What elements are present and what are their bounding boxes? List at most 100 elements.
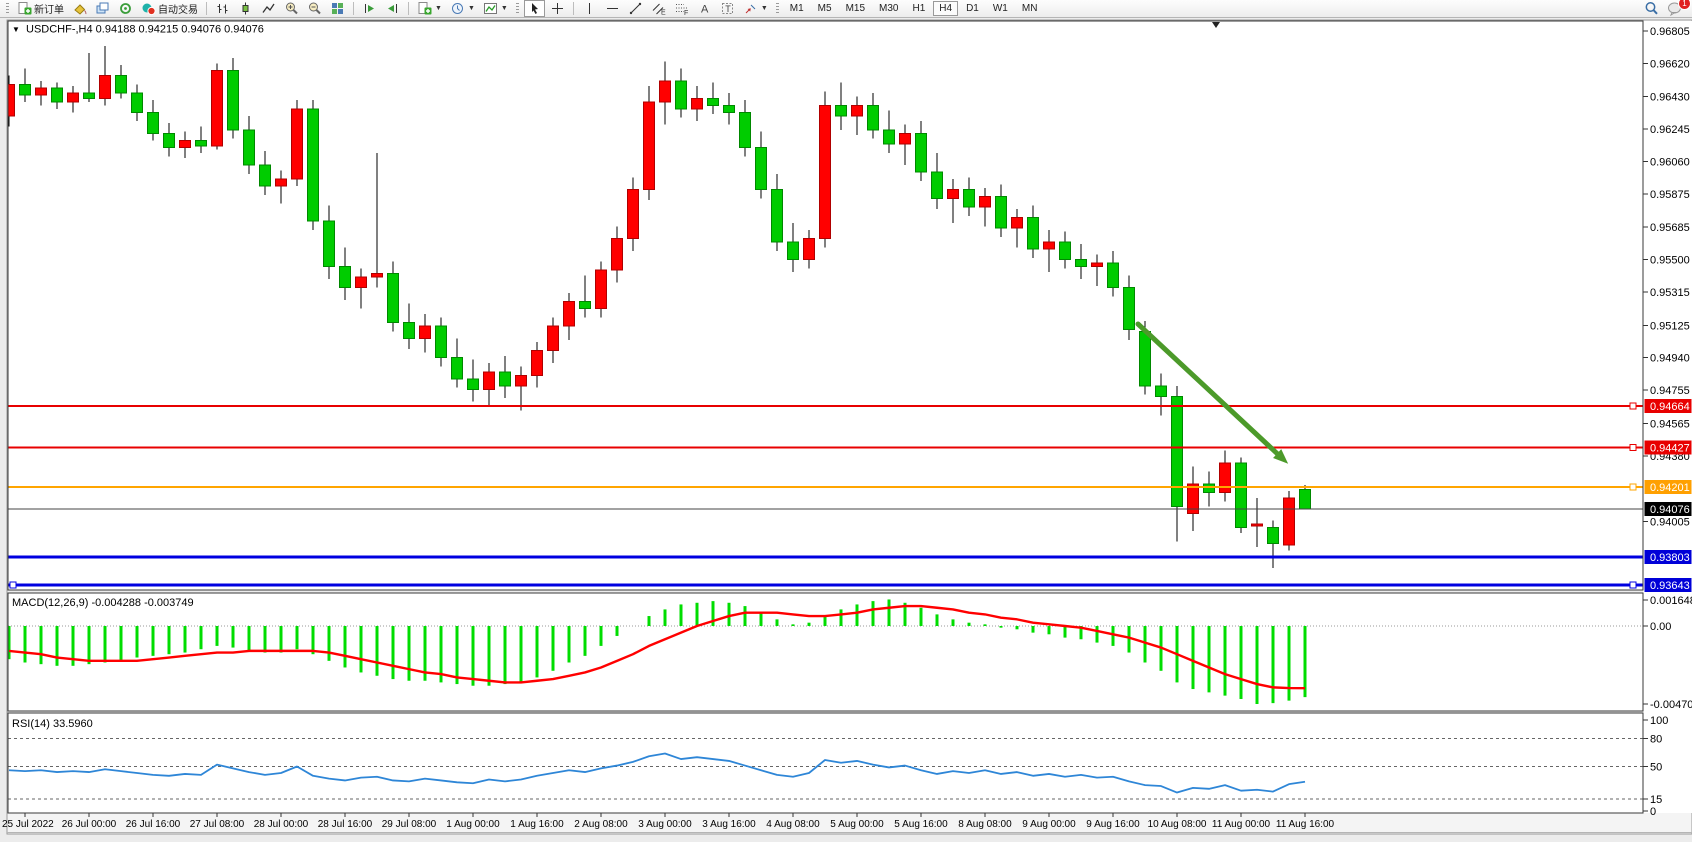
timeframe-D1[interactable]: D1 <box>966 3 979 14</box>
tile-windows-button[interactable] <box>327 0 348 17</box>
auto-trading-button[interactable]: 自动交易 <box>138 0 201 17</box>
text-label-tool-button[interactable]: T <box>717 0 738 17</box>
candle <box>867 93 879 139</box>
trendline-tool-button[interactable] <box>625 0 646 17</box>
templates-button[interactable]: ▼ <box>480 0 511 17</box>
arrows-tool-button[interactable]: ▼ <box>740 0 771 17</box>
hline-handle[interactable] <box>1629 581 1637 589</box>
rsi-pane[interactable] <box>8 738 1643 800</box>
candle <box>371 152 383 288</box>
zoom-out-button[interactable] <box>304 0 325 17</box>
time-axis-label[interactable]: 29 Jul 08:00 <box>382 819 437 830</box>
time-axis-label[interactable]: 28 Jul 16:00 <box>318 819 373 830</box>
candle <box>515 366 527 411</box>
new-order-button[interactable]: 新订单 <box>14 0 67 17</box>
time-axis-label[interactable]: 9 Aug 00:00 <box>1022 819 1076 830</box>
toolbar-grip[interactable] <box>775 2 779 15</box>
symbol-dropdown-icon[interactable]: ▼ <box>12 25 20 34</box>
hline-handle[interactable] <box>9 581 17 589</box>
candle-body <box>195 140 207 147</box>
candle-body <box>627 189 639 240</box>
candle <box>451 338 463 388</box>
timeframe-M30[interactable]: M30 <box>879 3 899 14</box>
time-axis-label[interactable]: 5 Aug 00:00 <box>830 819 884 830</box>
time-axis-label[interactable]: 26 Jul 00:00 <box>62 819 117 830</box>
trendline-icon <box>628 1 643 16</box>
candle-body <box>1219 462 1231 494</box>
timeframe-H4[interactable]: H4 <box>933 1 959 16</box>
candle <box>163 122 175 157</box>
timeframe-M15[interactable]: M15 <box>845 3 866 14</box>
time-axis-label[interactable]: 27 Jul 08:00 <box>190 819 245 830</box>
time-axis-label[interactable]: 9 Aug 16:00 <box>1086 819 1140 830</box>
zoom-in-button[interactable] <box>281 0 302 17</box>
hline-handle[interactable] <box>1629 444 1637 452</box>
cursor-tool-button[interactable] <box>523 0 545 17</box>
time-axis-label[interactable]: 25 Jul 2022 <box>2 819 54 830</box>
pane-divider[interactable] <box>8 711 1643 713</box>
timeframe-W1[interactable]: W1 <box>992 3 1008 14</box>
chart-window[interactable]: 0.96805 0.96620 0.96430 0.96245 0.96060 0.958… <box>0 18 1692 842</box>
toolbar-grip[interactable] <box>6 2 9 15</box>
search-button[interactable] <box>1641 0 1662 17</box>
time-axis-label[interactable]: 28 Jul 00:00 <box>254 819 309 830</box>
time-axis-label[interactable]: 4 Aug 08:00 <box>766 819 820 830</box>
candle <box>403 303 415 349</box>
styler-button[interactable] <box>69 0 90 17</box>
chart-shift-marker[interactable] <box>1212 22 1220 28</box>
crosshair-tool-button[interactable] <box>547 0 568 17</box>
main-chart-pane[interactable] <box>4 45 1311 568</box>
candle-body <box>659 80 671 103</box>
time-axis-label[interactable]: 5 Aug 16:00 <box>894 819 948 830</box>
candle-body <box>163 132 175 149</box>
time-axis-label[interactable]: 8 Aug 08:00 <box>958 819 1012 830</box>
candlestick-chart-button[interactable] <box>235 0 256 17</box>
equidistant-channel-tool-button[interactable]: E <box>648 0 669 17</box>
chart-shift-button[interactable] <box>382 0 403 17</box>
candle <box>435 317 447 367</box>
hline-handle[interactable] <box>1629 483 1637 491</box>
new-chart-button[interactable]: ▼ <box>414 0 445 17</box>
search-icon <box>1644 1 1659 16</box>
text-tool-button[interactable]: A <box>694 0 715 17</box>
candle <box>611 226 623 283</box>
time-axis-label[interactable]: 3 Aug 00:00 <box>638 819 692 830</box>
candle-body <box>947 189 959 199</box>
bar-chart-button[interactable] <box>212 0 233 17</box>
horizontal-line-tool-button[interactable] <box>602 0 623 17</box>
time-axis-label[interactable]: 26 Jul 16:00 <box>126 819 181 830</box>
timeframe-H1[interactable]: H1 <box>912 3 926 14</box>
time-axis-label[interactable]: 1 Aug 16:00 <box>510 819 564 830</box>
auto-scroll-button[interactable] <box>359 0 380 17</box>
candle <box>1203 471 1215 507</box>
chart-title-ohlc: USDCHF-,H4 0.94188 0.94215 0.94076 0.940… <box>26 24 264 36</box>
windows-button[interactable] <box>92 0 113 17</box>
profiles-button[interactable]: ▼ <box>447 0 478 17</box>
time-axis-label[interactable]: 11 Aug 00:00 <box>1212 819 1271 830</box>
time-axis-label[interactable]: 10 Aug 08:00 <box>1148 819 1207 830</box>
candle <box>483 363 495 406</box>
pane-divider[interactable] <box>8 590 1643 593</box>
svg-text:T: T <box>725 4 731 14</box>
time-axis-label[interactable]: 2 Aug 08:00 <box>574 819 628 830</box>
price-level-badge <box>1644 399 1692 414</box>
time-axis-label[interactable]: 1 Aug 00:00 <box>446 819 500 830</box>
vertical-line-tool-button[interactable] <box>579 0 600 17</box>
macd-pane[interactable] <box>8 599 1643 704</box>
line-chart-button[interactable] <box>258 0 279 17</box>
toolbar-grip[interactable] <box>515 2 519 15</box>
timeframe-MN[interactable]: MN <box>1021 3 1038 14</box>
trend-arrow-annotation[interactable] <box>1135 321 1289 464</box>
candle <box>675 68 687 118</box>
timeframe-M1[interactable]: M1 <box>789 3 804 14</box>
candle <box>899 124 911 166</box>
chevron-down-icon: ▼ <box>500 5 508 12</box>
time-axis-label[interactable]: 3 Aug 16:00 <box>702 819 756 830</box>
hline-handle[interactable] <box>1629 402 1637 410</box>
time-axis-label[interactable]: 11 Aug 16:00 <box>1276 819 1335 830</box>
new-chart-icon <box>417 1 432 16</box>
chat-button[interactable]: 1 <box>1664 0 1691 17</box>
fibonacci-tool-button[interactable]: F <box>671 0 692 17</box>
timeframe-M5[interactable]: M5 <box>817 3 832 14</box>
signal-button[interactable] <box>115 0 136 17</box>
